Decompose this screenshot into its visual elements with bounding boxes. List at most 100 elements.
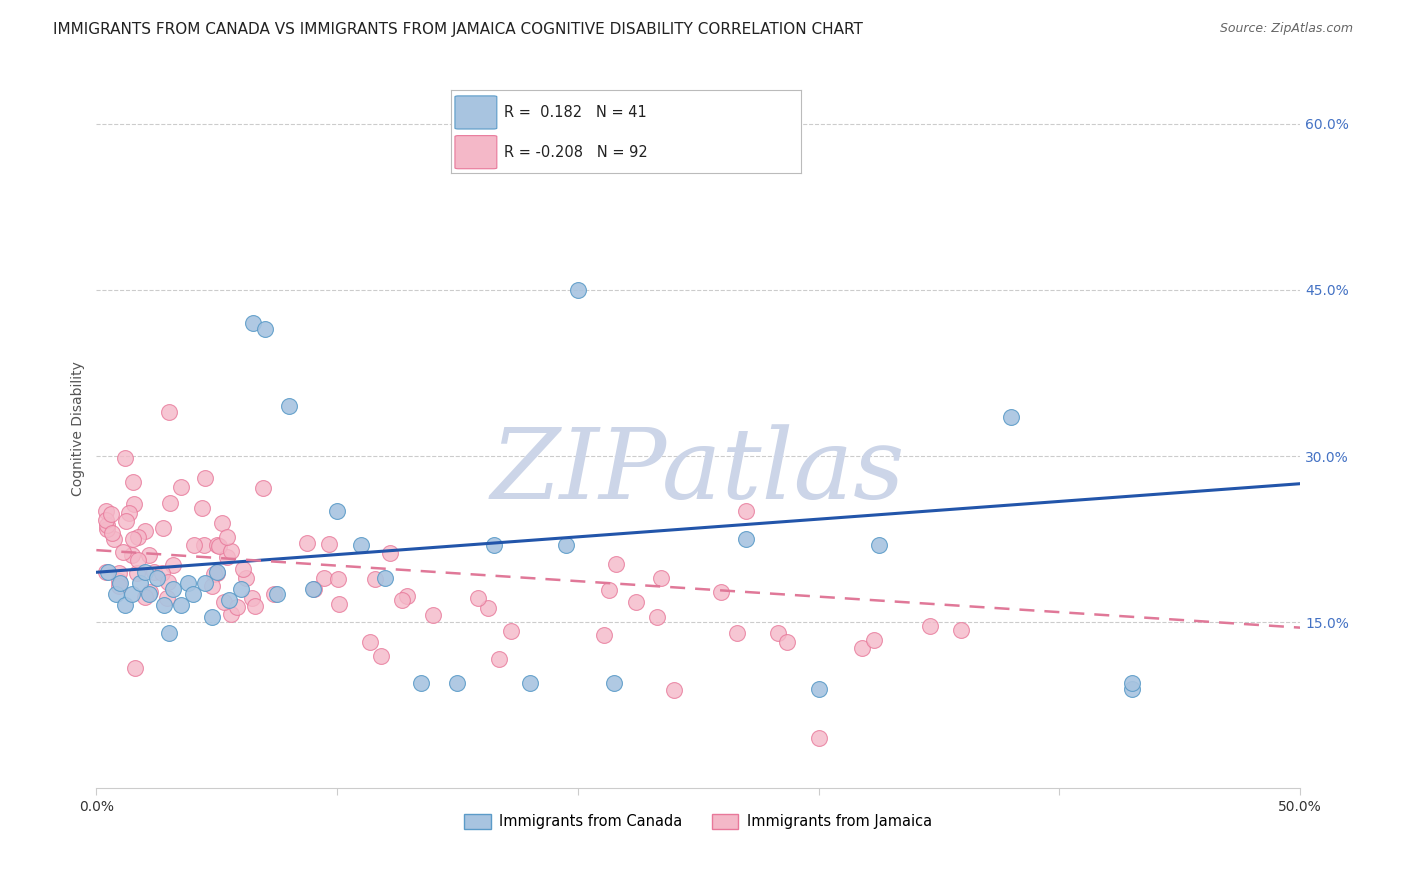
Point: [318, 537, 340, 551]
Point: [159, 495, 181, 509]
Point: [328, 597, 350, 611]
Text: IMMIGRANTS FROM CANADA VS IMMIGRANTS FROM JAMAICA COGNITIVE DISABILITY CORRELATI: IMMIGRANTS FROM CANADA VS IMMIGRANTS FRO…: [53, 22, 863, 37]
Point: [519, 676, 541, 690]
Point: [243, 599, 266, 613]
Point: [114, 451, 136, 466]
Point: [138, 587, 160, 601]
Point: [157, 626, 180, 640]
Point: [194, 576, 217, 591]
Point: [215, 550, 238, 565]
Point: [139, 584, 162, 599]
Point: [202, 566, 225, 581]
Point: [735, 532, 758, 546]
Point: [138, 548, 160, 562]
Point: [96, 517, 118, 532]
Point: [162, 558, 184, 573]
Point: [1121, 676, 1143, 690]
Point: [302, 582, 325, 596]
Point: [152, 599, 174, 613]
Point: [868, 538, 890, 552]
Point: [208, 539, 231, 553]
Point: [776, 635, 799, 649]
Point: [118, 507, 141, 521]
Point: [1000, 410, 1022, 425]
Point: [598, 582, 620, 597]
Point: [205, 566, 228, 581]
Point: [181, 587, 204, 601]
Point: [328, 572, 350, 586]
Point: [735, 504, 758, 518]
Point: [501, 624, 523, 638]
Point: [229, 582, 252, 596]
Point: [807, 731, 830, 746]
Point: [391, 593, 413, 607]
Point: [554, 538, 576, 552]
Point: [193, 538, 215, 552]
Point: [201, 609, 224, 624]
Point: [162, 582, 184, 596]
Point: [114, 514, 136, 528]
Y-axis label: Cognitive Disability: Cognitive Disability: [72, 361, 86, 496]
Point: [94, 504, 117, 518]
Point: [567, 283, 589, 297]
Point: [152, 521, 174, 535]
Point: [134, 566, 156, 580]
Point: [124, 661, 146, 675]
Point: [205, 538, 228, 552]
Point: [370, 649, 392, 664]
Point: [647, 609, 669, 624]
Point: [807, 681, 830, 696]
Point: [725, 625, 748, 640]
Legend: Immigrants from Canada, Immigrants from Jamaica: Immigrants from Canada, Immigrants from …: [458, 808, 938, 835]
Point: [104, 587, 127, 601]
Point: [121, 587, 143, 601]
Point: [194, 471, 217, 485]
Point: [122, 497, 145, 511]
Point: [378, 546, 401, 560]
Point: [593, 628, 616, 642]
Point: [170, 480, 193, 494]
Point: [467, 591, 489, 605]
Point: [263, 587, 285, 601]
Point: [142, 565, 165, 579]
Point: [446, 676, 468, 690]
Point: [422, 608, 444, 623]
Point: [221, 607, 243, 622]
Point: [96, 522, 118, 536]
Point: [150, 566, 173, 581]
Point: [217, 530, 239, 544]
Point: [278, 399, 301, 413]
Text: Source: ZipAtlas.com: Source: ZipAtlas.com: [1219, 22, 1353, 36]
Point: [127, 566, 149, 581]
Point: [359, 634, 381, 648]
Point: [253, 322, 276, 336]
Point: [650, 571, 672, 585]
Point: [242, 316, 264, 330]
Point: [127, 552, 149, 566]
Point: [134, 590, 156, 604]
Point: [157, 405, 180, 419]
Point: [121, 475, 143, 489]
Point: [603, 676, 626, 690]
Point: [624, 595, 647, 609]
Point: [851, 640, 873, 655]
Point: [127, 530, 149, 544]
Point: [295, 536, 318, 550]
Point: [100, 508, 122, 522]
Point: [226, 599, 249, 614]
Point: [221, 543, 243, 558]
Point: [177, 576, 200, 591]
Point: [114, 599, 136, 613]
Point: [205, 566, 228, 580]
Point: [477, 601, 499, 615]
Point: [122, 533, 145, 547]
Point: [100, 526, 122, 541]
Point: [304, 582, 326, 596]
Point: [662, 682, 685, 697]
Point: [374, 571, 396, 585]
Point: [97, 566, 120, 580]
Point: [350, 538, 373, 552]
Point: [710, 584, 733, 599]
Point: [156, 574, 179, 589]
Point: [110, 576, 132, 591]
